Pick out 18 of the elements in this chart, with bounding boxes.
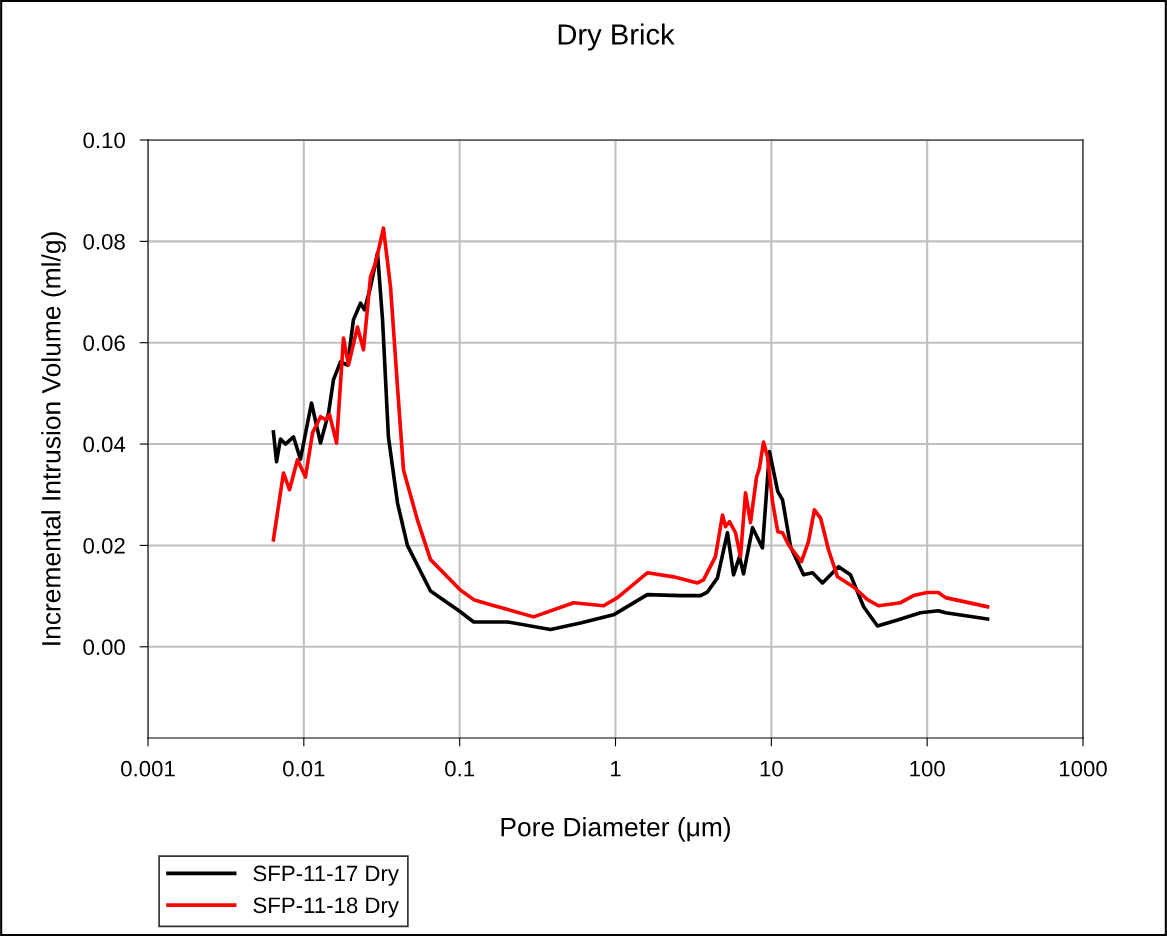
x-tick-label: 100 [910,760,945,777]
y-tick-label: 0.06 [83,335,125,351]
x-tick-label: 10 [760,760,783,777]
y-tick-label: 0.02 [83,537,125,554]
x-tick-label: 0.01 [283,760,325,777]
legend-label: SFP-11-18 Dry [253,897,399,918]
y-tick-label: 0.08 [83,233,125,250]
y-axis-title: Incremental Intrusion Volume (ml/g) [41,232,66,645]
x-tick-label: 0.1 [445,760,475,777]
y-tick-label: 0.04 [83,436,126,453]
x-tick-label: 1000 [1059,760,1107,777]
x-axis-title: Pore Diameter (μm) [501,817,730,842]
y-tick-label: 0.00 [83,639,125,656]
legend-label: SFP-11-17 Dry [253,865,399,886]
x-tick-label: 0.001 [121,760,175,777]
chart-title: Dry Brick [558,23,675,51]
x-tick-label: 1 [611,761,621,777]
y-tick-label: 0.10 [83,132,125,149]
